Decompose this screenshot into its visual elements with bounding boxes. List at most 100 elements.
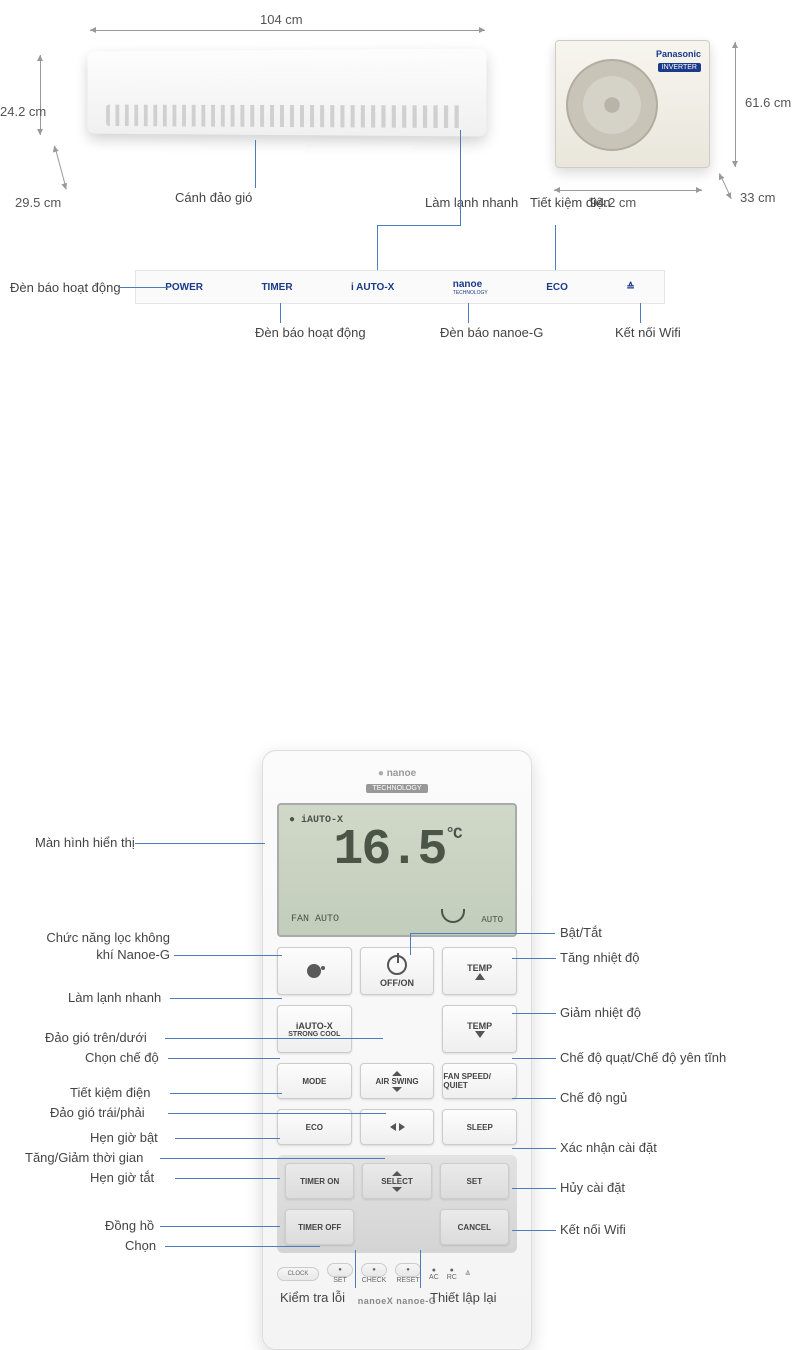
check-tiny[interactable]: ●CHECK [361,1263,387,1284]
l-timeroff: Hẹn giờ tắt [90,1170,154,1187]
timer-on-button[interactable]: TIMER ON [285,1163,354,1199]
dim-arrow-outdoor-d [719,173,732,199]
clock-button[interactable]: CLOCK [277,1267,319,1281]
remote-section: ● nanoe TECHNOLOGY ● iAUTO-X 16.5°C FAN … [0,370,800,1010]
remote-brand-row: ● nanoe TECHNOLOGY [277,765,517,803]
rc-led: ●RC [447,1267,457,1281]
sleep-button[interactable]: SLEEP [442,1109,517,1145]
ld-onoff-v [410,933,411,955]
lcd-swing-icon [441,909,465,923]
label-nanoeg: Đèn báo nanoe-G [440,325,543,342]
l-sleep: Chế độ ngủ [560,1090,627,1107]
off-on-button[interactable]: OFF/ON [360,947,435,995]
lead-power [120,287,168,288]
temp-up-button[interactable]: TEMP [442,947,517,995]
l-timeron: Hẹn giờ bật [90,1130,158,1147]
air-swing-lr-button[interactable] [360,1109,435,1145]
l-select: Chọn [125,1238,156,1255]
down-icon [475,1031,485,1038]
lcd-auto: AUTO [481,915,503,925]
outdoor-brand: Panasonic [656,49,701,59]
lead-louver [255,140,256,188]
l-clock: Đồng hồ [105,1218,154,1235]
ld-set [512,1148,556,1149]
select-button[interactable]: SELECT [362,1163,431,1199]
l-nanoeg: Chức năng lọc không khí Nanoe-G [35,930,170,964]
dim-indoor-height: 24.2 cm [0,104,46,119]
label-iauto: Làm lạnh nhanh [425,195,518,212]
sel-dn-icon [392,1187,402,1192]
l-check: Kiểm tra lỗi [280,1290,345,1307]
lcd-fan: FAN AUTO [291,914,339,925]
l-fan: Chế độ quạt/Chế độ yên tĩnh [560,1050,726,1067]
l-wifi2: Kết nối Wifi [560,1222,626,1239]
l-reset: Thiết lập lại [430,1290,496,1307]
wifi-remote-icon: ≙ [465,1270,471,1278]
air-swing-button[interactable]: AIR SWING [360,1063,435,1099]
dim-indoor-depth: 29.5 cm [15,195,61,210]
l-tempup: Tăng nhiệt độ [560,950,640,967]
ld-check [355,1250,356,1288]
temp-down-button[interactable]: TEMP [442,1005,517,1053]
ld-eco [170,1093,282,1094]
cancel-button[interactable]: CANCEL [440,1209,509,1245]
ind-eco: ECO [538,282,576,293]
power-icon [387,955,407,975]
label-wifi: Kết nối Wifi [615,325,681,342]
reset-tiny[interactable]: ●RESET [395,1263,421,1284]
ld-fastcool [170,998,282,999]
sel-up-icon [392,1171,402,1176]
set-tiny[interactable]: ●SET [327,1263,353,1284]
l-cancel: Hủy cài đặt [560,1180,625,1197]
l-onoff: Bật/Tắt [560,925,602,942]
ld-reset [420,1250,421,1288]
l-set: Xác nhận cài đặt [560,1140,657,1157]
ind-nanoe: nanoeTECHNOLOGY [445,279,496,296]
ld-swinglr [168,1113,386,1114]
ld-tempdn [512,1013,556,1014]
fan-speed-button[interactable]: FAN SPEED/ QUIET [442,1063,517,1099]
top-section: 104 cm 24.2 cm 29.5 cm Cánh đảo gió Pana… [0,0,800,370]
ld-display [135,843,265,844]
ind-timer: TIMER [253,282,300,293]
l-display: Màn hình hiển thị [35,835,135,852]
swing-dn-icon [392,1087,402,1092]
ind-iauto: i AUTO-X [343,282,402,293]
up-icon [475,973,485,980]
ld-swingud [165,1038,383,1039]
label-power: Đèn báo hoạt động [10,280,121,297]
lr-icon [390,1123,405,1131]
outdoor-unit: Panasonic INVERTER [555,40,710,168]
l-mode: Chọn chế độ [85,1050,159,1067]
lead-wifi [640,303,641,323]
nanoe-dot-icon [307,964,321,978]
fan-icon [566,59,658,151]
timer-off-button[interactable]: TIMER OFF [285,1209,354,1245]
ld-nanoeg [174,955,282,956]
eco-button[interactable]: ECO [277,1109,352,1145]
label-louver: Cánh đảo gió [175,190,252,207]
dim-outdoor-height: 61.6 cm [745,95,791,110]
dim-arrow-indoor-d [54,146,67,190]
set-button[interactable]: SET [440,1163,509,1199]
dim-arrow-indoor-h [40,55,41,135]
label-timer: Đèn báo hoạt động [255,325,366,342]
ld-clock [160,1226,280,1227]
lead-eco [555,225,556,270]
ld-wifi2 [512,1230,556,1231]
iauto-button[interactable]: iAUTO-XSTRONG COOL [277,1005,352,1053]
outdoor-badge: INVERTER [658,63,701,72]
wifi-icon: ≙ [618,282,642,293]
ld-mode [168,1058,280,1059]
dim-outdoor-depth: 33 cm [740,190,775,205]
ld-cancel [512,1188,556,1189]
l-eco: Tiết kiệm điện [70,1085,150,1102]
dim-arrow-indoor-w [90,30,485,31]
lead-iauto-h [377,225,461,226]
nanoe-g-button[interactable] [277,947,352,995]
indicator-bar: POWER TIMER i AUTO-X nanoeTECHNOLOGY ECO… [135,270,665,304]
mode-button[interactable]: MODE [277,1063,352,1099]
ac-led: ●AC [429,1267,439,1281]
remote-control: ● nanoe TECHNOLOGY ● iAUTO-X 16.5°C FAN … [262,750,532,1350]
indoor-unit [87,48,486,136]
